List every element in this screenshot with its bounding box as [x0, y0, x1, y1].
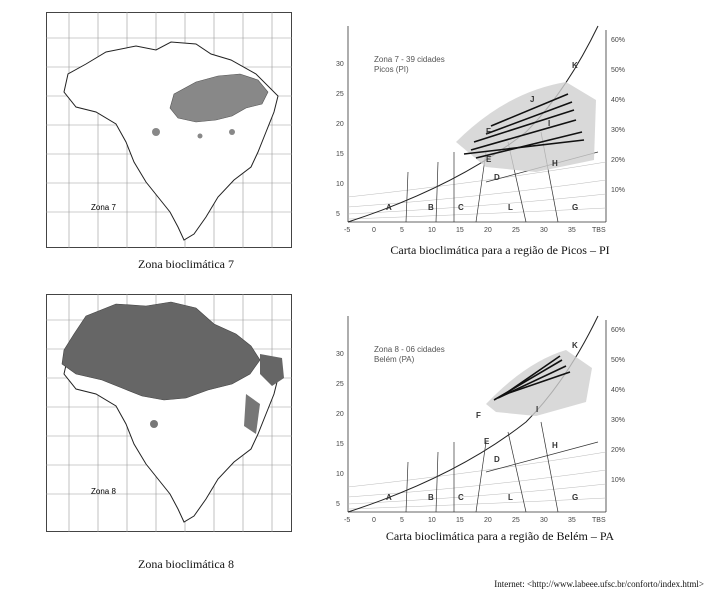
rh-tick: 50%	[611, 67, 625, 74]
zone-letter: E	[484, 437, 490, 446]
x-tick: 15	[456, 227, 464, 234]
bioclimatic-chart-belem: Zona 8 - 06 cidades Belém (PA) 30 25 20 …	[336, 312, 630, 526]
x-tick: 20	[484, 227, 492, 234]
y-tick: 5	[336, 501, 340, 508]
bioclimatic-chart-belem-panel: Zona 8 - 06 cidades Belém (PA) 30 25 20 …	[336, 312, 630, 526]
zone-letter: C	[458, 493, 464, 502]
x-tick: -5	[344, 227, 350, 234]
bioclimatic-chart-picos-panel: Zona 7 - 39 cidades Picos (PI) 30 25 20 …	[336, 22, 630, 236]
x-tick: 20	[484, 517, 492, 524]
chart-annotation-line2: Belém (PA)	[374, 355, 415, 364]
zone-letter: A	[386, 493, 392, 502]
map-label: Zona 7	[91, 203, 116, 212]
x-tick: 10	[428, 517, 436, 524]
zone-letter: H	[552, 159, 558, 168]
rh-tick: 60%	[611, 327, 625, 334]
rh-tick: 30%	[611, 417, 625, 424]
rh-tick: 10%	[611, 477, 625, 484]
x-tick: 30	[540, 517, 548, 524]
zone-letter: F	[486, 127, 491, 136]
chart-annotation-line1: Zona 7 - 39 cidades	[374, 55, 445, 64]
x-tick: 10	[428, 227, 436, 234]
chart-annotation-line1: Zona 8 - 06 cidades	[374, 345, 445, 354]
zone-letter: K	[572, 341, 578, 350]
rh-tick: 40%	[611, 387, 625, 394]
x-tick: 0	[372, 517, 376, 524]
zone-letter: H	[552, 441, 558, 450]
zone-letter: B	[428, 203, 434, 212]
zone-letter: K	[572, 61, 578, 70]
chart-caption-picos: Carta bioclimática para a região de Pico…	[390, 243, 610, 257]
y-tick: 5	[336, 211, 340, 218]
zone-letter: I	[536, 405, 538, 414]
brazil-map-zone-8: Zona 8	[46, 294, 292, 532]
rh-tick: 20%	[611, 447, 625, 454]
x-tick: 35	[568, 517, 576, 524]
x-tick: 15	[456, 517, 464, 524]
zone-letter: J	[530, 95, 534, 104]
chart-annotation-line2: Picos (PI)	[374, 65, 409, 74]
map-caption-zone-8: Zona bioclimática 8	[138, 557, 234, 571]
rh-tick: 60%	[611, 37, 625, 44]
x-tick: 5	[400, 517, 404, 524]
x-tick: TBS	[592, 517, 606, 524]
y-tick: 15	[336, 151, 344, 158]
map-zone-7-panel: Zona 7	[46, 12, 292, 248]
bioclimatic-chart-picos: Zona 7 - 39 cidades Picos (PI) 30 25 20 …	[336, 22, 630, 236]
zone-letter: A	[386, 203, 392, 212]
chart-caption-belem: Carta bioclimática para a região de Belé…	[385, 529, 615, 543]
map-zone-8-panel: Zona 8	[46, 294, 292, 532]
rh-tick: 40%	[611, 97, 625, 104]
rh-tick: 30%	[611, 127, 625, 134]
zone-letter: B	[428, 493, 434, 502]
y-tick: 20	[336, 121, 344, 128]
brazil-map-zone-7: Zona 7	[46, 12, 292, 248]
zone-letter: G	[572, 203, 578, 212]
x-tick: 0	[372, 227, 376, 234]
x-tick: 35	[568, 227, 576, 234]
y-tick: 30	[336, 351, 344, 358]
y-tick: 30	[336, 61, 344, 68]
y-tick: 20	[336, 411, 344, 418]
zone-letter: L	[508, 493, 513, 502]
y-tick: 15	[336, 441, 344, 448]
y-tick: 10	[336, 181, 344, 188]
map-label: Zona 8	[91, 487, 116, 496]
x-tick: 25	[512, 227, 520, 234]
x-tick: 5	[400, 227, 404, 234]
x-tick: 25	[512, 517, 520, 524]
y-tick: 10	[336, 471, 344, 478]
rh-tick: 50%	[611, 357, 625, 364]
zone-letter: E	[486, 155, 492, 164]
zone-letter: L	[508, 203, 513, 212]
x-tick: -5	[344, 517, 350, 524]
zone-letter: F	[476, 411, 481, 420]
x-tick: TBS	[592, 227, 606, 234]
zone-letter: C	[458, 203, 464, 212]
zone-letter: G	[572, 493, 578, 502]
zone-letter: D	[494, 173, 500, 182]
rh-tick: 10%	[611, 187, 625, 194]
zone-letter: I	[548, 119, 550, 128]
y-tick: 25	[336, 381, 344, 388]
x-tick: 30	[540, 227, 548, 234]
y-tick: 25	[336, 91, 344, 98]
zone-letter: D	[494, 455, 500, 464]
rh-tick: 20%	[611, 157, 625, 164]
source-citation: Internet: <http://www.labeee.ufsc.br/con…	[494, 579, 704, 589]
map-caption-zone-7: Zona bioclimática 7	[138, 257, 234, 271]
